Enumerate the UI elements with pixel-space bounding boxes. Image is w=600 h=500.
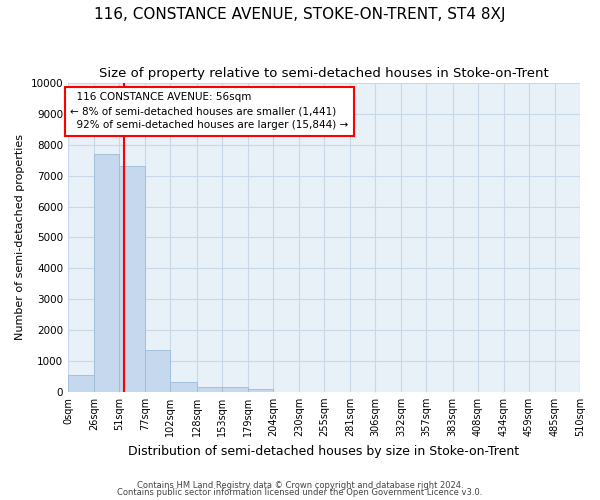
- Text: 116, CONSTANCE AVENUE, STOKE-ON-TRENT, ST4 8XJ: 116, CONSTANCE AVENUE, STOKE-ON-TRENT, S…: [94, 8, 506, 22]
- Bar: [94, 154, 119, 392]
- Text: 116 CONSTANCE AVENUE: 56sqm
← 8% of semi-detached houses are smaller (1,441)
  9: 116 CONSTANCE AVENUE: 56sqm ← 8% of semi…: [70, 92, 348, 130]
- Bar: [145, 350, 170, 392]
- Bar: [170, 382, 197, 392]
- Title: Size of property relative to semi-detached houses in Stoke-on-Trent: Size of property relative to semi-detach…: [99, 68, 549, 80]
- X-axis label: Distribution of semi-detached houses by size in Stoke-on-Trent: Distribution of semi-detached houses by …: [128, 444, 520, 458]
- Bar: [119, 166, 145, 392]
- Bar: [68, 375, 94, 392]
- Bar: [221, 388, 248, 392]
- Bar: [248, 390, 273, 392]
- Text: Contains HM Land Registry data © Crown copyright and database right 2024.: Contains HM Land Registry data © Crown c…: [137, 480, 463, 490]
- Text: Contains public sector information licensed under the Open Government Licence v3: Contains public sector information licen…: [118, 488, 482, 497]
- Bar: [197, 386, 221, 392]
- Y-axis label: Number of semi-detached properties: Number of semi-detached properties: [15, 134, 25, 340]
